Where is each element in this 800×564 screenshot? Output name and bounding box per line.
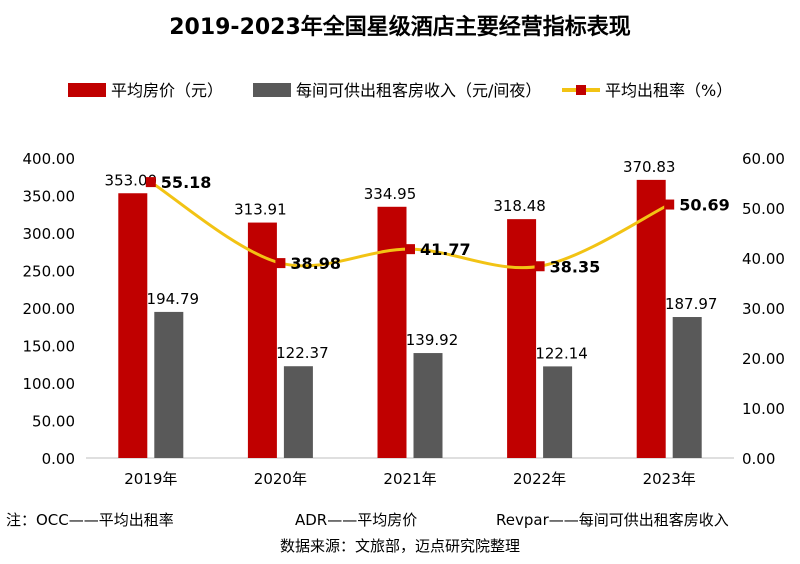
bar-adr: [118, 193, 148, 458]
notes: 注：OCC——平均出租率 ADR——平均房价 Revpar——每间可供出租客房收…: [6, 511, 729, 555]
y-left-tick-label: 0.00: [42, 450, 75, 468]
y-right-tick-label: 50.00: [742, 200, 785, 218]
note-occ: 注：OCC——平均出租率: [6, 511, 174, 529]
y-left-tick-label: 250.00: [23, 263, 76, 281]
x-tick-label: 2020年: [254, 470, 307, 488]
y-right-tick-label: 60.00: [742, 150, 785, 168]
data-label-occ: 38.35: [550, 257, 601, 276]
occ-marker: [405, 244, 415, 255]
data-label-occ: 38.98: [290, 254, 341, 273]
occ-marker: [275, 258, 286, 269]
y-left-tick-label: 50.00: [32, 413, 75, 431]
y-left-tick-label: 350.00: [23, 188, 76, 206]
bar-adr: [377, 206, 407, 458]
y-right-tick-label: 30.00: [742, 300, 785, 318]
legend-label-adr: 平均房价（元）: [111, 81, 223, 100]
bar-adr: [636, 179, 666, 458]
data-label-revpar: 187.97: [665, 295, 718, 313]
bar-revpar: [154, 311, 184, 458]
legend-swatch-adr: [68, 83, 106, 97]
data-label-adr: 353.00: [105, 171, 158, 189]
bar-revpar: [543, 366, 573, 458]
data-label-adr: 318.48: [493, 197, 546, 215]
data-label-revpar: 122.37: [276, 344, 329, 362]
y-left-tick-label: 100.00: [23, 375, 76, 393]
data-label-adr: 313.91: [234, 201, 287, 219]
y-left-tick-label: 300.00: [23, 225, 76, 243]
bar-revpar: [283, 366, 313, 458]
occ-marker: [664, 199, 675, 210]
source-note: 数据来源：文旅部，迈点研究院整理: [280, 537, 520, 555]
x-tick-label: 2023年: [643, 470, 696, 488]
y-left-tick-label: 400.00: [23, 150, 76, 168]
occ-marker: [534, 261, 545, 272]
legend: 平均房价（元） 每间可供出租客房收入（元/间夜） 平均出租率（%）: [68, 81, 732, 100]
chart-title: 2019-2023年全国星级酒店主要经营指标表现: [169, 14, 631, 40]
legend-swatch-revpar: [253, 83, 291, 97]
bar-adr: [507, 219, 537, 458]
x-tick-label: 2019年: [124, 470, 177, 488]
y-right-tick-label: 20.00: [742, 350, 785, 368]
y-right-tick-label: 40.00: [742, 250, 785, 268]
legend-label-occ: 平均出租率（%）: [605, 81, 732, 100]
bar-revpar: [672, 317, 702, 458]
data-label-adr: 370.83: [623, 158, 676, 176]
legend-label-revpar: 每间可供出租客房收入（元/间夜）: [296, 81, 541, 100]
occ-marker: [145, 177, 156, 188]
data-label-occ: 41.77: [420, 240, 471, 259]
note-adr: ADR——平均房价: [295, 511, 417, 529]
bar-revpar: [413, 353, 443, 458]
data-label-adr: 334.95: [364, 185, 417, 203]
x-tick-label: 2021年: [383, 470, 436, 488]
legend-swatch-occ-marker: [576, 85, 586, 95]
y-right-tick-label: 10.00: [742, 400, 785, 418]
data-label-revpar: 122.14: [535, 344, 588, 362]
y-left-tick-label: 200.00: [23, 300, 76, 318]
x-tick-label: 2022年: [513, 470, 566, 488]
note-revpar: Revpar——每间可供出租客房收入: [496, 511, 729, 529]
y-right-tick-label: 0.00: [742, 450, 775, 468]
data-label-revpar: 194.79: [147, 290, 200, 308]
y-left-tick-label: 150.00: [23, 338, 76, 356]
data-label-occ: 55.18: [161, 173, 212, 192]
data-label-revpar: 139.92: [406, 331, 459, 349]
data-label-occ: 50.69: [679, 196, 730, 215]
